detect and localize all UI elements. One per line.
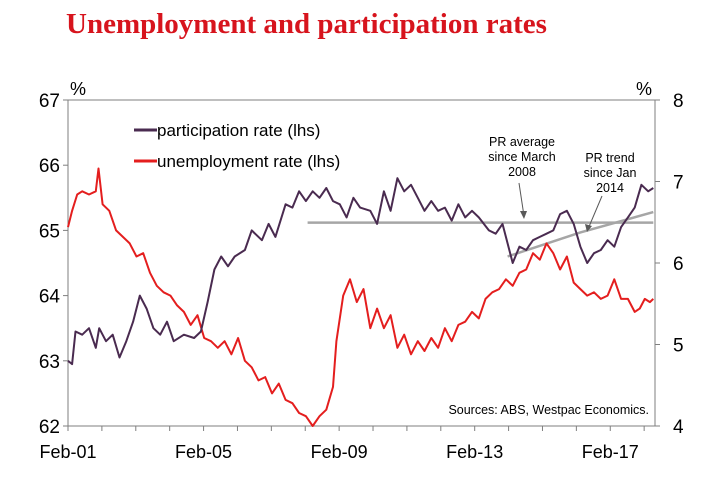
annotation-pr-trend: PR trend since Jan 2014 <box>584 151 637 232</box>
annotation-pr-average-arrowhead <box>520 211 527 219</box>
x-tick-label: Feb-17 <box>582 442 639 462</box>
plot-border <box>67 99 656 427</box>
y-right-unit: % <box>636 79 652 99</box>
x-tick-label: Feb-05 <box>175 442 232 462</box>
chart-title: Unemployment and participation rates <box>66 8 547 40</box>
annotation-pr-average-arrow <box>518 182 525 217</box>
y-left-tick-label: 63 <box>39 352 60 373</box>
y-right-tick-label: 5 <box>673 336 684 357</box>
series-line-unemployment-rate-lhs <box>67 167 654 427</box>
source-note: Sources: ABS, Westpac Economics. <box>448 403 649 417</box>
y-axis-right: 4 5 6 7 8 <box>655 91 684 438</box>
annotation-pr-average-line1: PR average <box>489 135 555 149</box>
annotation-pr-trend-line2: since Jan <box>584 166 637 180</box>
annotation-pr-average-line3: 2008 <box>508 165 536 179</box>
plot-frame <box>67 99 656 427</box>
y-right-tick-label: 4 <box>673 417 684 438</box>
y-axis-left: 62 63 64 65 66 67 <box>39 91 68 438</box>
x-axis: Feb-01 Feb-05 Feb-09 Feb-13 Feb-17 <box>39 426 645 462</box>
annotation-pr-trend-arrowhead <box>585 224 592 232</box>
annotation-pr-average-line2: since March <box>488 150 555 164</box>
x-tick-label: Feb-13 <box>446 442 503 462</box>
legend-label-participation: participation rate (lhs) <box>157 121 320 140</box>
series-group <box>67 167 654 427</box>
x-tick-label: Feb-09 <box>311 442 368 462</box>
y-left-tick-label: 62 <box>39 417 60 438</box>
annotation-pr-average: PR average since March 2008 <box>488 135 556 219</box>
series-line-participation-rate-lhs <box>67 177 654 366</box>
y-left-tick-label: 65 <box>39 221 60 242</box>
annotation-pr-trend-line1: PR trend <box>585 151 634 165</box>
y-left-tick-label: 67 <box>39 91 60 112</box>
y-left-unit: % <box>70 79 86 99</box>
y-left-tick-label: 66 <box>39 156 60 177</box>
legend: participation rate (lhs) unemployment ra… <box>134 121 340 171</box>
y-right-tick-label: 6 <box>673 254 684 275</box>
series-line-pr-trend-since-jan-2014 <box>507 210 654 258</box>
legend-label-unemployment: unemployment rate (lhs) <box>157 152 340 171</box>
y-right-tick-label: 7 <box>673 173 684 194</box>
annotation-pr-trend-arrow <box>587 195 603 230</box>
y-left-tick-label: 64 <box>39 287 61 308</box>
y-right-tick-label: 8 <box>673 91 684 112</box>
annotation-pr-trend-line3: 2014 <box>596 181 624 195</box>
x-tick-label: Feb-01 <box>39 442 96 462</box>
